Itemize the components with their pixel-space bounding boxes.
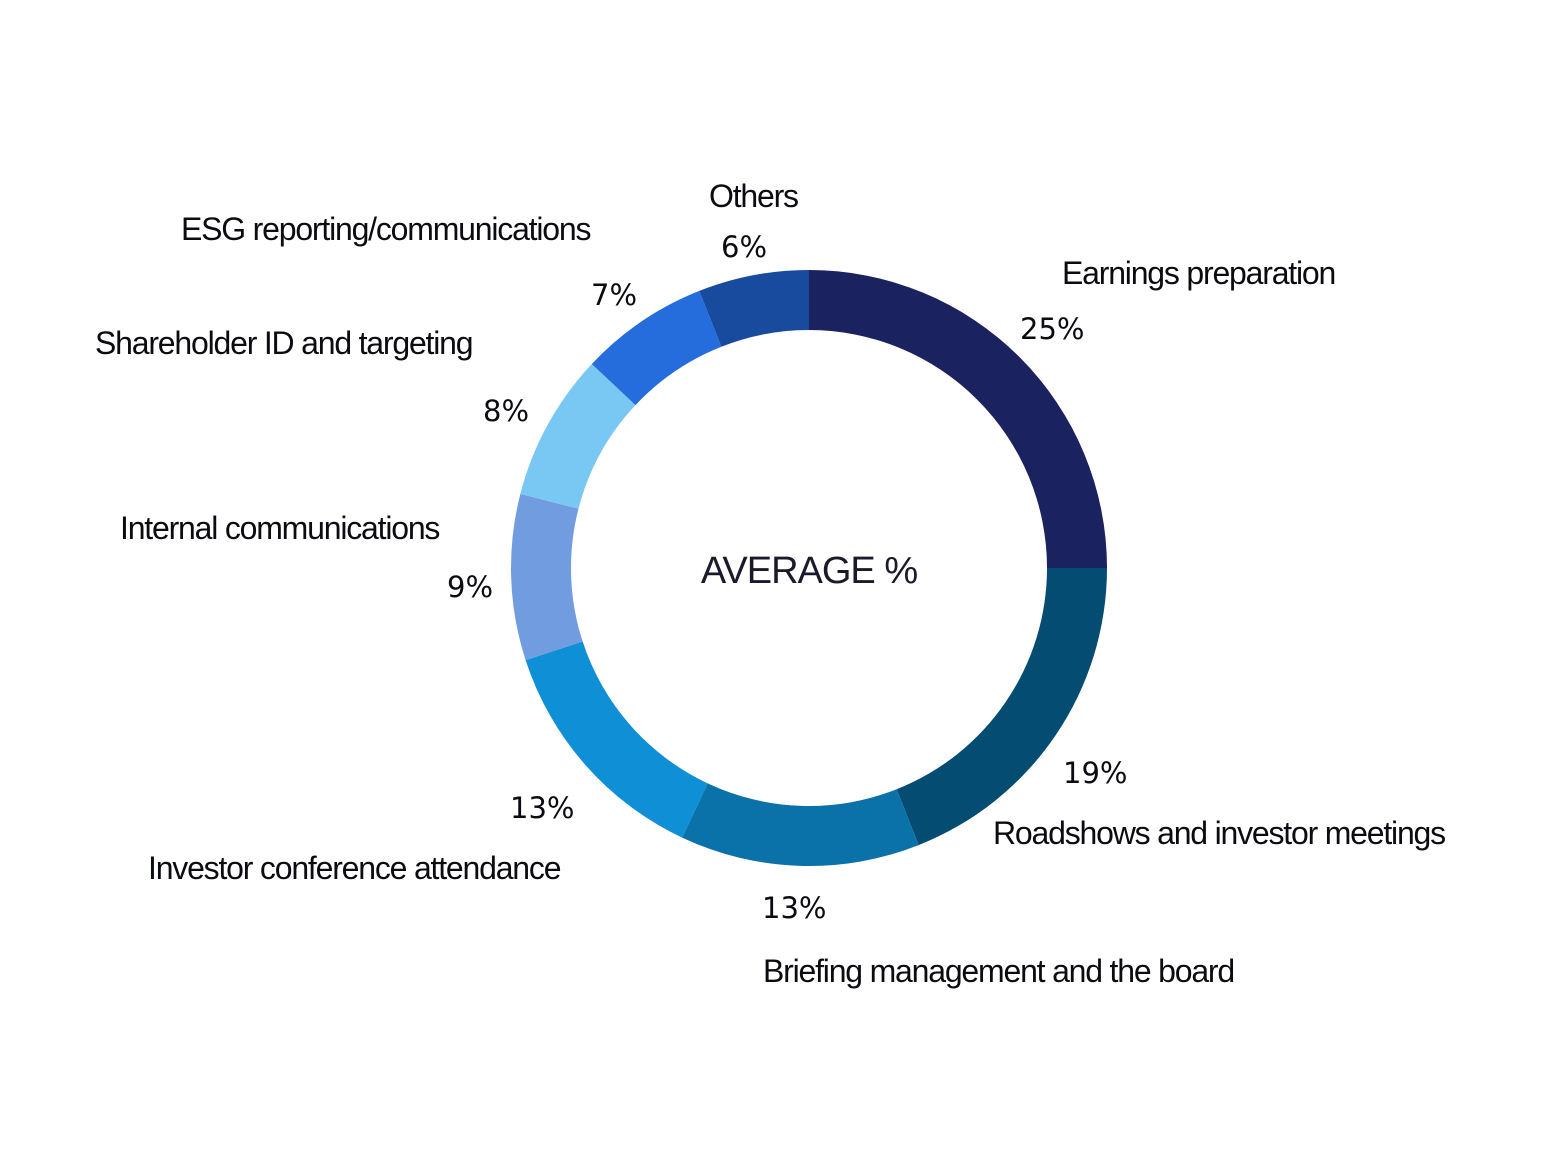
label-briefing-management: Briefing management and the board (763, 953, 1234, 989)
value-others: 6% (721, 230, 767, 264)
value-shareholder-id: 8% (483, 394, 529, 428)
label-investor-conference: Investor conference attendance (148, 850, 561, 886)
value-esg-reporting: 7% (591, 278, 637, 312)
label-others: Others (709, 178, 798, 214)
donut-slice-roadshows-and-investor-meetings (896, 568, 1107, 846)
value-briefing-management: 13% (762, 891, 826, 925)
donut-slice-investor-conference-attendance (525, 641, 708, 838)
donut-slice-earnings-preparation (809, 270, 1107, 568)
donut-slice-internal-communications (511, 493, 583, 661)
label-earnings-preparation: Earnings preparation (1062, 255, 1335, 291)
value-internal-communications: 9% (447, 570, 493, 604)
value-roadshows: 19% (1063, 756, 1127, 790)
label-roadshows: Roadshows and investor meetings (993, 815, 1445, 851)
donut-slice-briefing-management-and-the-board (682, 783, 919, 866)
label-internal-communications: Internal communications (120, 510, 439, 546)
donut-slice-others (699, 270, 809, 347)
value-investor-conference: 13% (510, 791, 574, 825)
donut-slice-esg-reporting-communications (591, 290, 722, 406)
label-esg-reporting: ESG reporting/communications (181, 211, 590, 247)
center-label: AVERAGE % (701, 550, 917, 592)
donut-slice-shareholder-id-and-targeting (520, 364, 636, 509)
value-earnings-preparation: 25% (1020, 312, 1084, 346)
donut-slices (511, 270, 1107, 866)
label-shareholder-id: Shareholder ID and targeting (95, 325, 472, 361)
